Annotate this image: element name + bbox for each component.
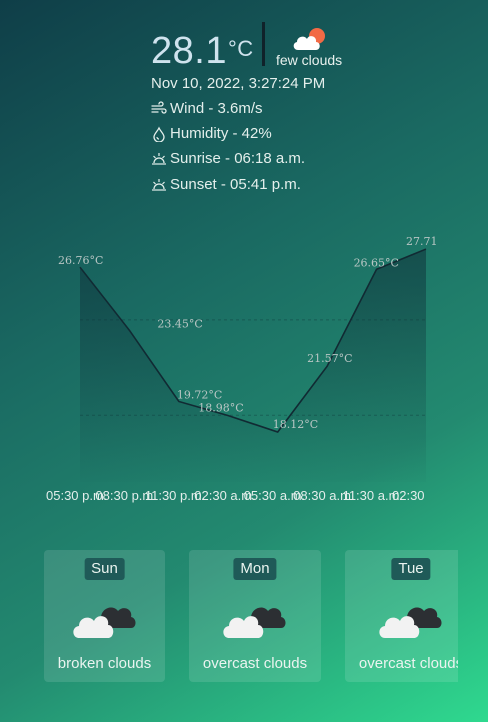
- sunset-icon: [152, 178, 166, 191]
- broken-clouds-icon: [72, 607, 135, 638]
- x-tick-label: 11:30 p.m.: [145, 488, 205, 503]
- x-tick-label: 05:30 p.m.: [46, 488, 107, 503]
- forecast-card-sun[interactable]: Sun broken clouds: [44, 550, 165, 682]
- forecast-card-tue[interactable]: Tue overcast clouds: [345, 550, 458, 682]
- x-tick-label: 02:30: [392, 488, 425, 503]
- data-label: 18.12°C: [273, 418, 318, 431]
- data-label: 26.76°C: [58, 254, 103, 267]
- current-weather: 28.1°C few clouds Nov 10, 2022, 3:27:24 …: [151, 22, 411, 193]
- forecast-card-mon[interactable]: Mon overcast clouds: [189, 550, 321, 682]
- hourly-temperature-chart: 26.76°C 23.45°C 19.72°C18.98°C 18.12°C 21.57…: [46, 235, 438, 503]
- data-label: 19.72°C: [177, 388, 222, 401]
- overcast-clouds-icon: [379, 607, 442, 638]
- data-label: 21.57°C: [307, 352, 352, 365]
- forecast-cards: Sun broken clouds Mon overcast clouds Tu…: [44, 550, 458, 684]
- forecast-condition: overcast clouds: [358, 655, 458, 672]
- sunrise-text: Sunrise - 06:18 a.m.: [170, 150, 306, 167]
- current-temperature: 28.1°C: [151, 30, 254, 72]
- wind-icon: [151, 100, 167, 114]
- sunrise-info: Sunrise - 06:18 a.m.: [151, 150, 305, 167]
- wind-text: Wind - 3.6m/s: [170, 100, 263, 117]
- temperature-line: [79, 248, 427, 433]
- temperature-row: 28.1°C few clouds: [151, 22, 411, 72]
- x-axis-ticks: 05:30 p.m.08:30 p.m.11:30 p.m.02:30 a.m.…: [46, 488, 425, 503]
- humidity-icon: [153, 126, 165, 142]
- sunset-info: Sunset - 05:41 p.m.: [151, 176, 301, 193]
- current-datetime: Nov 10, 2022, 3:27:24 PM: [151, 75, 326, 92]
- data-labels: 26.76°C 23.45°C 19.72°C18.98°C 18.12°C 21.57…: [58, 235, 438, 431]
- few-clouds-icon: [293, 28, 325, 50]
- condition-text: few clouds: [276, 52, 343, 68]
- forecast-condition: broken clouds: [57, 655, 152, 672]
- forecast-day: Tue: [391, 558, 431, 580]
- x-tick-label: 02:30 a.m.: [194, 488, 255, 503]
- sunset-text: Sunset - 05:41 p.m.: [170, 176, 301, 193]
- wind-info: Wind - 3.6m/s: [151, 100, 263, 117]
- data-label: 18.98°C: [198, 402, 243, 415]
- temperature-area: [80, 249, 426, 482]
- forecast-day: Mon: [233, 558, 277, 580]
- temperature-unit: °C: [227, 36, 254, 61]
- divider: [262, 22, 265, 66]
- forecast-condition: overcast clouds: [202, 655, 308, 672]
- x-tick-label: 08:30 p.m.: [95, 488, 156, 503]
- data-label: 23.45°C: [157, 317, 202, 330]
- x-tick-label: 11:30 a.m.: [343, 488, 403, 503]
- humidity-info: Humidity - 42%: [151, 125, 272, 142]
- sunrise-icon: [152, 152, 166, 165]
- data-label: 26.65°C: [354, 256, 399, 269]
- overcast-clouds-icon: [223, 607, 286, 638]
- temperature-value: 28.1: [151, 30, 227, 72]
- forecast-day: Sun: [84, 558, 125, 580]
- x-tick-label: 05:30 a.m.: [244, 488, 305, 503]
- humidity-text: Humidity - 42%: [170, 125, 272, 142]
- data-label: 27.71: [406, 235, 438, 248]
- x-tick-label: 08:30 a.m.: [293, 488, 354, 503]
